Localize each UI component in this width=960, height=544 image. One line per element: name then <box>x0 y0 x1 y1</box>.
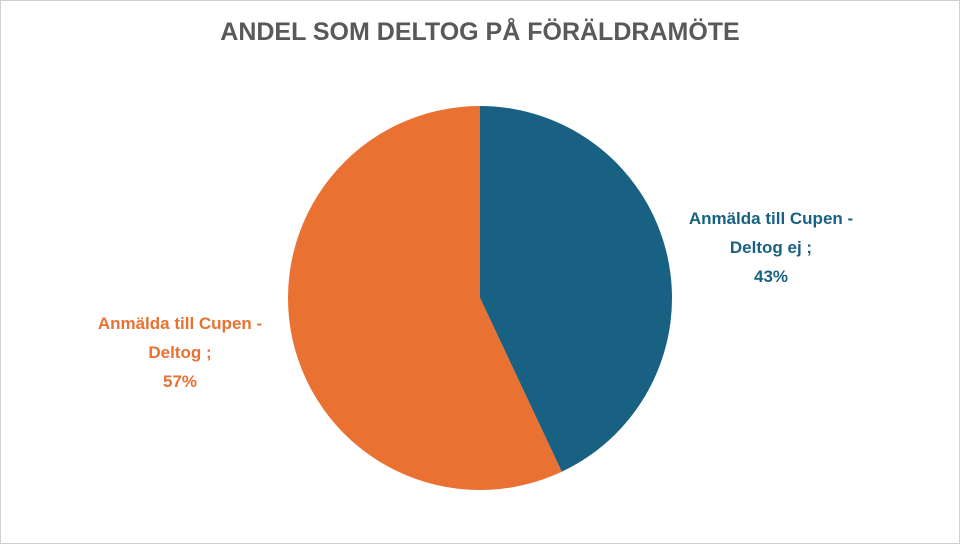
label-separator: ; <box>205 343 212 362</box>
pie-slice <box>288 106 562 490</box>
data-label: Anmälda till Cupen - Deltog ej ; 43% <box>676 204 866 291</box>
pie-slice <box>480 106 672 472</box>
label-separator: ; <box>806 238 813 257</box>
label-category: Anmälda till Cupen - Deltog ej <box>688 209 854 257</box>
data-label: Anmälda till Cupen - Deltog ; 57% <box>85 309 275 396</box>
label-value: 43% <box>753 267 789 286</box>
chart-title: ANDEL SOM DELTOG PÅ FÖRÄLDRAMÖTE <box>220 18 740 46</box>
label-value: 57% <box>162 372 198 391</box>
label-category: Anmälda till Cupen - Deltog <box>97 314 263 362</box>
